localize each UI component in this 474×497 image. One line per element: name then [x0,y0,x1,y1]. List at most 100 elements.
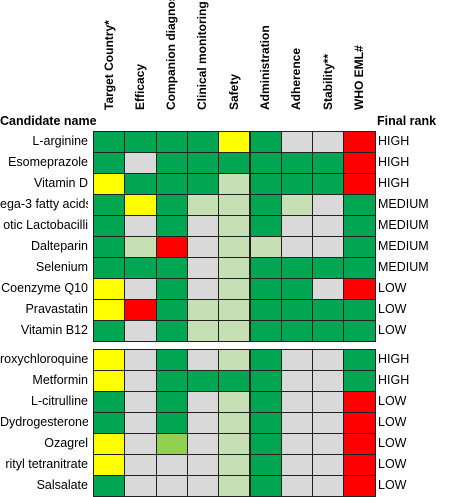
matrix-cell [249,236,282,258]
matrix-cell [218,257,251,279]
matrix-cell [155,433,188,455]
matrix-cell [249,152,282,174]
candidate-name: roxychloroquine [0,352,88,366]
matrix-cell [312,391,345,413]
matrix-cell [280,349,314,371]
matrix-cell [124,257,157,279]
matrix-cell [155,131,188,153]
final-rank-value: LOW [378,394,407,408]
column-header-label: Administration [258,25,272,110]
final-rank-value: LOW [378,302,407,316]
matrix-cell [218,412,251,434]
matrix-cell [249,257,282,279]
matrix-cell [93,131,126,153]
matrix-cell [186,215,220,237]
matrix-cell [93,433,126,455]
final-rank-value: HIGH [378,352,410,366]
matrix-cell [218,278,251,300]
matrix-cell [155,412,188,434]
matrix-cell [312,412,345,434]
matrix-cell [186,349,220,371]
matrix-cell [218,349,251,371]
column-header: WHO EML# [343,0,374,124]
matrix-cell [312,194,345,216]
column-header-label: Target Country* [101,20,116,110]
matrix-cell [343,299,376,321]
matrix-cell [280,236,314,258]
matrix-cell [312,370,345,392]
matrix-cell [280,215,314,237]
matrix-cell [280,391,314,413]
column-header: Clinical monitoring [187,0,218,124]
column-header-label: Companion diagnostics [164,0,179,110]
matrix-cell [93,320,126,342]
matrix-cell [93,412,126,434]
matrix-cell [218,370,251,392]
matrix-cell [249,320,282,342]
matrix-cell [155,278,188,300]
column-header: Stability** [312,0,343,124]
final-rank-value: LOW [378,323,407,337]
matrix-cell [155,370,188,392]
final-rank-value: MEDIUM [378,218,429,232]
matrix-cell [249,194,282,216]
matrix-cell [249,131,282,153]
matrix-cell [249,299,282,321]
candidate-name: Dalteparin [31,239,88,253]
matrix-cell [218,194,251,216]
candidate-name: Vitamin B12 [20,323,88,337]
matrix-cell [249,391,282,413]
final-rank-value: LOW [378,281,407,295]
matrix-cell [155,194,188,216]
matrix-cell [124,278,157,300]
final-rank-value: HIGH [378,134,410,148]
matrix-cell [280,299,314,321]
column-header: Companion diagnostics [156,0,187,124]
matrix-cell [280,433,314,455]
candidate-name: Dydrogesterone [0,415,88,429]
matrix-cell [124,475,157,497]
matrix-cell [93,278,126,300]
column-header: Adherence [281,0,312,124]
column-header-label: WHO EML# [351,45,366,110]
matrix-cell [218,475,251,497]
matrix-cell [155,320,188,342]
matrix-cell [124,370,157,392]
matrix-cell [280,454,314,476]
matrix-cell [312,320,345,342]
matrix-cell [218,236,251,258]
candidate-name: Ozagrel [44,436,88,450]
matrix-cell [218,173,251,195]
matrix-cell [343,391,376,413]
candidate-name: Pravastatin [25,302,88,316]
matrix-cell [280,412,314,434]
candidate-name: Esomeprazole [8,155,88,169]
matrix-cell [186,299,220,321]
candidate-name: rityl tetranitrate [5,457,88,471]
matrix-cell [343,412,376,434]
matrix-cell [218,391,251,413]
column-header-label: Clinical monitoring [195,1,210,110]
matrix-cell [280,257,314,279]
matrix-cell [155,391,188,413]
matrix-cell [124,391,157,413]
matrix-cell [218,152,251,174]
matrix-cell [155,349,188,371]
matrix-cell [343,370,376,392]
matrix-cell [249,475,282,497]
matrix-cell [312,299,345,321]
matrix-cell [93,349,126,371]
matrix-cell [124,299,157,321]
matrix-cell [93,475,126,497]
matrix-cell [312,454,345,476]
matrix-cell [124,215,157,237]
ranking-matrix: Candidate name Final rank Target Country… [0,0,436,497]
matrix-cell [186,320,220,342]
matrix-cell [343,236,376,258]
final-rank-value: MEDIUM [378,197,429,211]
matrix-cell [186,278,220,300]
matrix-cell [93,152,126,174]
column-header-label: Efficacy [132,63,147,110]
matrix-cell [249,349,282,371]
matrix-cell [343,152,376,174]
